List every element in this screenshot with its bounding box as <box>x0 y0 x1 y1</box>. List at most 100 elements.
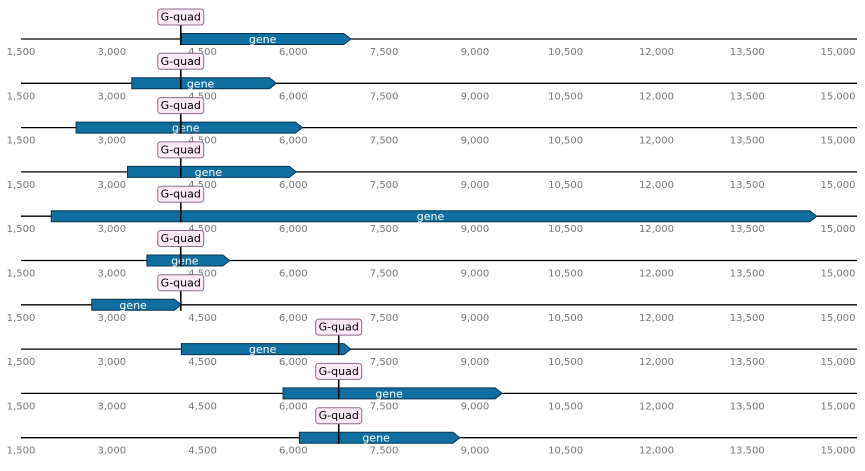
gquad-label-box[interactable] <box>157 52 205 70</box>
tick-label: 6,000 <box>279 180 308 191</box>
tick-label: 1,500 <box>7 446 36 457</box>
tick-label: 10,500 <box>548 313 583 324</box>
tick-label: 4,500 <box>188 357 217 368</box>
tick-label: 13,500 <box>730 401 765 412</box>
tick-label: 1,500 <box>7 180 36 191</box>
gquad-label-box[interactable] <box>157 230 205 247</box>
tick-label: 4,500 <box>188 180 217 191</box>
tick-label: 6,000 <box>279 47 308 58</box>
gquad-label: G-quad <box>161 11 201 24</box>
tick-label: 3,000 <box>97 180 126 191</box>
gquad-label-box[interactable] <box>157 141 205 159</box>
tick-label: 12,000 <box>639 269 674 280</box>
gene-label: gene <box>362 432 390 445</box>
track-3: 1,500 3,000 4,500 6,000 7,500 9,000 10,500 12,0… <box>7 97 857 147</box>
gquad-label-box[interactable] <box>315 407 363 425</box>
tick-label: 13,500 <box>730 136 765 147</box>
tick-label: 7,500 <box>370 401 399 412</box>
tick-label: 10,500 <box>548 357 583 368</box>
track-5: 1,500 3,000 4,500 6,000 7,500 9,000 10,500 12,0… <box>7 185 857 235</box>
tick-label: 4,500 <box>188 47 217 58</box>
tick-label: 4,500 <box>188 401 217 412</box>
gquad-label-box[interactable] <box>157 8 205 26</box>
gene-feature[interactable] <box>91 298 183 311</box>
tick-label: 1,500 <box>7 357 36 368</box>
track-7: 1,500 3,000 4,500 6,000 7,500 9,000 10,500 12,0… <box>7 274 857 324</box>
tick-label: 10,500 <box>548 224 583 235</box>
tick-label: 3,000 <box>97 269 126 280</box>
tick-label: 9,000 <box>461 224 490 235</box>
tick-label: 3,000 <box>97 401 126 412</box>
tick-label: 6,000 <box>279 224 308 235</box>
tick-label: 15,000 <box>821 180 856 191</box>
gene-feature[interactable] <box>282 387 503 400</box>
tick-label: 6,000 <box>279 136 308 147</box>
track-6: 1,500 3,000 4,500 6,000 7,500 9,000 10,500 12,0… <box>7 230 857 280</box>
gene-label: gene <box>417 210 445 223</box>
tick-label: 4,500 <box>188 269 217 280</box>
tick-label: 13,500 <box>730 180 765 191</box>
tick-label: 9,000 <box>461 446 490 457</box>
track-10: 1,500 3,000 4,500 6,000 7,500 9,000 10,500 12,0… <box>7 407 857 457</box>
gquad-label: G-quad <box>161 188 201 201</box>
tick-label: 7,500 <box>370 357 399 368</box>
gquad-label: G-quad <box>319 365 359 378</box>
tick-label: 3,000 <box>97 47 126 58</box>
tick-label: 10,500 <box>548 47 583 58</box>
tick-label: 4,500 <box>188 313 217 324</box>
gquad-label: G-quad <box>319 321 359 334</box>
tick-label: 7,500 <box>370 91 399 102</box>
tick-label: 13,500 <box>730 313 765 324</box>
tick-label: 10,500 <box>548 401 583 412</box>
tick-label: 13,500 <box>730 269 765 280</box>
tick-label: 6,000 <box>279 446 308 457</box>
tick-label: 10,500 <box>548 446 583 457</box>
tick-label: 4,500 <box>188 446 217 457</box>
tick-label: 3,000 <box>97 136 126 147</box>
gquad-label-box[interactable] <box>157 97 205 115</box>
track-2: 1,500 3,000 4,500 6,000 7,500 9,000 10,500 12,0… <box>7 52 857 102</box>
gene-label: gene <box>375 387 403 400</box>
track-4: 1,500 3,000 4,500 6,000 7,500 9,000 10,500 12,0… <box>7 141 857 191</box>
tick-label: 15,000 <box>821 401 856 412</box>
tick-label: 3,000 <box>97 224 126 235</box>
tick-label: 15,000 <box>821 269 856 280</box>
tick-label: 15,000 <box>821 224 856 235</box>
tick-label: 1,500 <box>7 91 36 102</box>
tick-label: 15,000 <box>821 136 856 147</box>
tick-label: 1,500 <box>7 47 36 58</box>
gquad-label-box[interactable] <box>157 274 205 292</box>
gquad-label-box[interactable] <box>157 185 205 203</box>
tick-label: 15,000 <box>821 446 856 457</box>
gene-label: gene <box>171 255 199 268</box>
gene-feature[interactable] <box>146 254 231 267</box>
tick-label: 1,500 <box>7 224 36 235</box>
tick-label: 13,500 <box>730 357 765 368</box>
tick-label: 12,000 <box>639 224 674 235</box>
tick-label: 13,500 <box>730 47 765 58</box>
tick-label: 6,000 <box>279 91 308 102</box>
gquad-label: G-quad <box>319 409 359 422</box>
gquad-label-box[interactable] <box>315 362 363 380</box>
gene-feature[interactable] <box>75 121 304 134</box>
gene-label: gene <box>187 77 215 90</box>
tick-label: 4,500 <box>188 224 217 235</box>
tick-label: 7,500 <box>370 180 399 191</box>
tick-label: 9,000 <box>461 313 490 324</box>
gene-label: gene <box>119 299 147 312</box>
gene-feature[interactable] <box>127 165 298 178</box>
tick-label: 6,000 <box>279 313 308 324</box>
gene-label: gene <box>249 33 277 46</box>
gene-feature[interactable] <box>50 210 818 223</box>
gquad-label-box[interactable] <box>315 318 363 336</box>
tick-label: 4,500 <box>188 136 217 147</box>
tick-label: 3,000 <box>97 313 126 324</box>
gene-feature[interactable] <box>131 77 278 90</box>
gene-label: gene <box>249 343 277 356</box>
gene-feature[interactable] <box>180 343 352 356</box>
tick-label: 12,000 <box>639 401 674 412</box>
tick-label: 10,500 <box>548 136 583 147</box>
tick-label: 3,000 <box>97 91 126 102</box>
gene-label: gene <box>195 166 223 179</box>
